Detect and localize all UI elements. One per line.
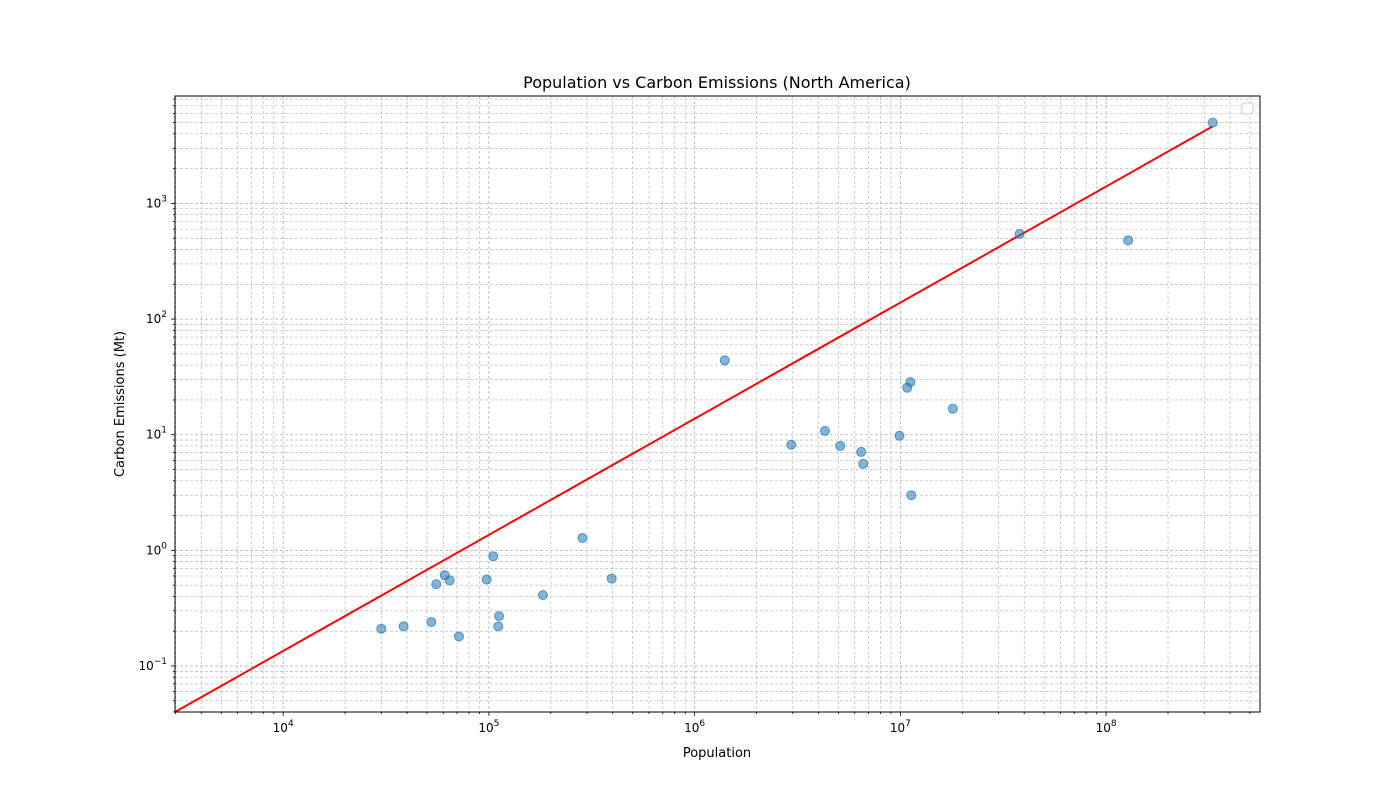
scatter-point xyxy=(905,377,916,388)
scatter-point xyxy=(1123,235,1134,246)
scatter-point xyxy=(431,579,442,590)
scatter-point xyxy=(894,430,905,441)
axis-ticks: 104 105 106 107 108 10−1 100 101 102 103 xyxy=(138,98,1251,735)
y-axis-label: Carbon Emissions (Mt) xyxy=(113,331,128,477)
chart-title: Population vs Carbon Emissions (North Am… xyxy=(523,73,911,92)
scatter-point xyxy=(444,575,455,586)
scatter-point xyxy=(719,355,730,366)
y-tick-label: 100 xyxy=(146,541,167,557)
scatter-point xyxy=(856,446,867,457)
scatter-point xyxy=(786,439,797,450)
scatter-point xyxy=(481,574,492,585)
y-tick-label: 102 xyxy=(146,310,167,326)
scatter-point xyxy=(537,590,548,601)
x-axis-label: Population xyxy=(683,746,751,761)
grid-lines xyxy=(175,96,1260,713)
scatter-point xyxy=(606,573,617,584)
scatter-point xyxy=(577,532,588,543)
x-tick-label: 107 xyxy=(890,719,911,735)
scatter-point xyxy=(1207,117,1218,128)
scatter-point xyxy=(906,490,917,501)
legend-box xyxy=(1241,102,1254,115)
y-tick-label: 10−1 xyxy=(138,657,167,673)
y-tick-label: 103 xyxy=(146,194,167,210)
scatter-point xyxy=(819,425,830,436)
data-points xyxy=(376,117,1218,642)
scatter-point xyxy=(453,631,464,642)
scatter-point xyxy=(1014,228,1025,239)
scatter-point xyxy=(376,623,387,634)
x-tick-label: 106 xyxy=(684,719,705,735)
scatter-point xyxy=(494,611,505,622)
x-tick-label: 105 xyxy=(478,719,499,735)
scatter-point xyxy=(858,458,869,469)
scatter-point xyxy=(398,621,409,632)
x-tick-label: 104 xyxy=(273,719,294,735)
scatter-point xyxy=(493,621,504,632)
scatter-point xyxy=(488,551,499,562)
x-tick-label: 108 xyxy=(1096,719,1117,735)
trendline-group xyxy=(174,125,1214,713)
scatter-point xyxy=(947,403,958,414)
plot-frame xyxy=(174,95,1261,713)
y-tick-label: 101 xyxy=(146,426,167,442)
trendline xyxy=(174,125,1214,713)
scatter-point xyxy=(426,617,437,628)
scatter-point xyxy=(835,440,846,451)
